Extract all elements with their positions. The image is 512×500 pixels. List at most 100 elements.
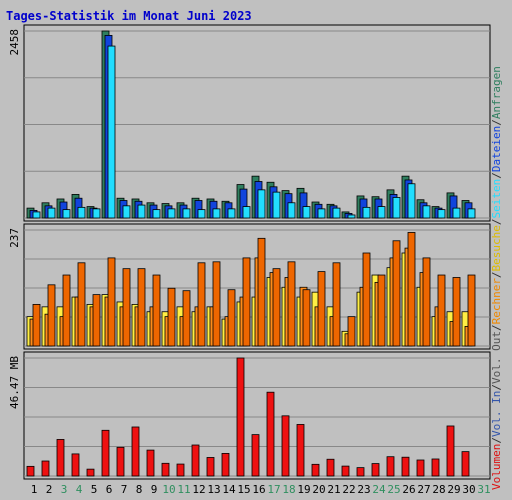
bar-top-seiten-30: [467, 208, 476, 219]
bar-mid-rechner2-15: [242, 257, 251, 347]
bar-mid-rechner2-26: [407, 232, 416, 347]
bar-top-seiten-28: [437, 209, 446, 219]
x-tick-label: 22: [342, 483, 355, 496]
x-tick-label: 3: [61, 483, 68, 496]
bar-bottom-volumen-26: [401, 456, 410, 477]
bar-bottom-volumen-17: [266, 391, 275, 477]
legend-item: /: [490, 437, 503, 444]
bar-top-seiten-23: [362, 206, 371, 219]
bar-top-seiten-20: [317, 208, 326, 219]
x-tick-label: 7: [121, 483, 128, 496]
bar-mid-rechner2-21: [332, 262, 341, 347]
bar-bottom-volumen-11: [176, 463, 185, 477]
bar-bottom-volumen-9: [146, 449, 155, 477]
legend-item: /: [490, 119, 503, 126]
bar-mid-rechner2-5: [92, 294, 101, 347]
panel-bottom: 46.47 MB: [8, 351, 491, 480]
bar-mid-rechner2-29: [452, 277, 461, 347]
x-tick-label: 30: [462, 483, 475, 496]
x-tick-label: 18: [282, 483, 295, 496]
panels-group: 2458 237 46.47 MB: [8, 24, 491, 480]
x-tick-label: 2: [46, 483, 53, 496]
legend-item: /: [490, 324, 503, 331]
bar-top-seiten-26: [407, 183, 416, 219]
bar-top-seiten-17: [272, 191, 281, 219]
x-tick-label: 10: [162, 483, 175, 496]
bar-bottom-volumen-10: [161, 462, 170, 477]
bar-mid-rechner2-3: [62, 274, 71, 347]
bar-mid-rechner2-13: [212, 261, 221, 347]
x-tick-label: 5: [91, 483, 98, 496]
bar-top-seiten-9: [152, 209, 161, 219]
bar-top-seiten-2: [47, 207, 56, 219]
bar-top-seiten-7: [122, 205, 131, 219]
x-tick-label: 8: [136, 483, 143, 496]
legend-item: /: [490, 218, 503, 225]
x-tick-label: 12: [192, 483, 205, 496]
bar-top-seiten-27: [422, 205, 431, 219]
right-legend: Volumen/Vol. In/Vol. Out/Rechner/Besuche…: [490, 66, 503, 490]
bar-bottom-volumen-2: [41, 460, 50, 477]
bar-top-seiten-5: [92, 208, 101, 219]
bar-bottom-volumen-13: [206, 457, 215, 477]
bar-bottom-volumen-21: [326, 458, 335, 477]
x-tick-label: 19: [297, 483, 310, 496]
bar-mid-rechner2-23: [362, 252, 371, 347]
bar-top-seiten-15: [242, 206, 251, 219]
bar-top-seiten-13: [212, 208, 221, 219]
bar-top-seiten-18: [287, 202, 296, 219]
bar-top-seiten-3: [62, 209, 71, 219]
bar-bottom-volumen-14: [221, 453, 230, 477]
legend-item: /: [490, 271, 503, 278]
bar-bottom-volumen-15: [236, 357, 245, 477]
bar-mid-rechner2-27: [422, 257, 431, 347]
bar-top-seiten-24: [377, 206, 386, 219]
bar-mid-rechner2-25: [392, 240, 401, 347]
bar-top-seiten-8: [137, 204, 146, 219]
x-tick-label: 14: [222, 483, 236, 496]
legend-item: Vol. Out: [490, 331, 503, 384]
bar-bottom-volumen-30: [461, 451, 470, 477]
bar-mid-rechner2-17: [272, 268, 281, 347]
panel-mid: 237: [8, 223, 491, 350]
bar-bottom-volumen-18: [281, 415, 290, 477]
bar-mid-rechner2-10: [167, 287, 176, 347]
bar-top-seiten-11: [182, 208, 191, 219]
bar-bottom-volumen-27: [416, 459, 425, 477]
bar-top-seiten-19: [302, 206, 311, 219]
x-tick-label: 13: [207, 483, 220, 496]
bar-top-seiten-4: [77, 206, 86, 219]
bar-bottom-volumen-29: [446, 425, 455, 477]
chart-title: Tages-Statistik im Monat Juni 2023: [6, 9, 252, 23]
x-tick-label: 6: [106, 483, 113, 496]
bar-bottom-volumen-7: [116, 446, 125, 477]
bar-top-seiten-1: [32, 211, 41, 219]
bar-top-seiten-6: [107, 45, 116, 219]
panel-top: 2458: [8, 24, 491, 222]
x-tick-label: 31: [477, 483, 490, 496]
bar-mid-rechner2-2: [47, 284, 56, 347]
bar-bottom-volumen-23: [356, 467, 365, 477]
x-tick-label: 27: [417, 483, 430, 496]
bar-bottom-volumen-22: [341, 465, 350, 477]
bar-mid-rechner2-4: [77, 262, 86, 347]
bar-top-seiten-12: [197, 209, 206, 219]
bar-mid-rechner2-16: [257, 237, 266, 347]
x-tick-label: 25: [387, 483, 400, 496]
legend-text: Volumen/Vol. In/Vol. Out/Rechner/Besuche…: [490, 66, 503, 490]
bar-mid-rechner2-9: [152, 274, 161, 347]
axis-max-label-mid: 237: [8, 228, 21, 248]
x-tick-label: 11: [177, 483, 190, 496]
bar-mid-rechner2-28: [437, 274, 446, 347]
bar-mid-rechner2-11: [182, 290, 191, 347]
bar-top-seiten-22: [347, 214, 356, 219]
bar-top-seiten-21: [332, 207, 341, 219]
bar-mid-rechner2-12: [197, 262, 206, 347]
bar-bottom-volumen-24: [371, 463, 380, 477]
bar-bottom-volumen-3: [56, 439, 65, 477]
legend-item: Anfragen: [490, 66, 503, 119]
x-tick-label: 4: [76, 483, 83, 496]
bar-bottom-volumen-28: [431, 458, 440, 477]
